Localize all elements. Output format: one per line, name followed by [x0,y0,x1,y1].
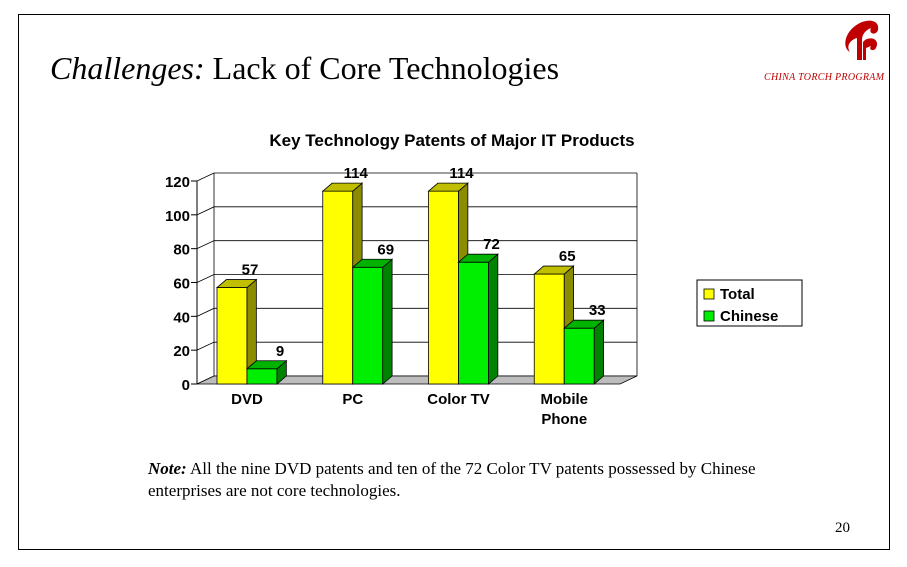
data-label: 65 [559,248,576,265]
bar-chinese-pc [351,258,394,385]
bar-front [533,273,565,385]
bar-chinese-color-tv [457,253,499,385]
slide-title: Challenges: Lack of Core Technologies [50,50,559,87]
legend-swatch [703,310,715,322]
bar-side [593,319,604,385]
y-tick-label: 20 [173,343,190,360]
data-label: 69 [377,241,394,258]
x-tick-label: Color TV [427,391,490,408]
legend-box [696,279,803,327]
note-text: Note: All the nine DVD patents and ten o… [148,458,788,502]
logo-caption: CHINA TORCH PROGRAM [764,72,885,83]
y-tick-label: 80 [173,242,190,259]
bar-side [382,258,393,385]
bar-top [245,360,288,370]
bar-top [563,319,605,329]
data-label: 33 [589,302,606,319]
bar-front [246,368,278,385]
title-rest-part: Lack of Core Technologies [204,50,560,86]
data-label: 114 [449,165,474,182]
gridline [196,172,637,182]
data-label: 72 [483,236,500,253]
x-tick-label: DVD [231,391,263,408]
bar-top [215,279,258,288]
bar-top [533,265,575,275]
slide-frame [18,14,890,550]
bar-chinese-mobile-phone [563,319,605,385]
bar-chinese-dvd [245,359,288,385]
chart-title: Key Technology Patents of Major IT Produ… [269,131,634,150]
bar-front [216,287,248,385]
data-label: 57 [242,262,259,279]
bar-front [428,190,459,385]
note-body: All the nine DVD patents and ten of the … [148,459,756,500]
gridline [196,206,637,216]
bar-front [458,261,489,385]
y-tick-label: 0 [182,377,190,394]
bar-front [352,266,384,385]
page-number: 20 [835,520,850,536]
y-tick-label: 60 [173,276,190,293]
legend-swatch [703,288,715,300]
y-tick-label: 40 [173,309,190,326]
bar-top [457,253,499,263]
y-tick-label: 100 [165,208,190,225]
bar-front [563,327,595,385]
bar-front [322,190,354,385]
legend-label: Chinese [720,308,778,325]
bar-side [488,253,499,385]
bar-top [351,258,394,268]
data-label: 9 [276,343,284,360]
chart-legend: Total Chinese [696,279,803,327]
bar-top [321,182,364,192]
torch-logo-icon [845,20,879,60]
legend-label: Total [720,286,755,303]
title-italic-part: Challenges: [50,50,205,86]
x-tick-label: PC [342,391,363,408]
x-tick-label: Phone [541,411,587,428]
bar-top [427,182,469,192]
data-label: 114 [344,165,369,182]
y-tick-label: 120 [165,174,190,191]
x-tick-label: Mobile [541,391,589,408]
note-label: Note: [148,459,187,478]
